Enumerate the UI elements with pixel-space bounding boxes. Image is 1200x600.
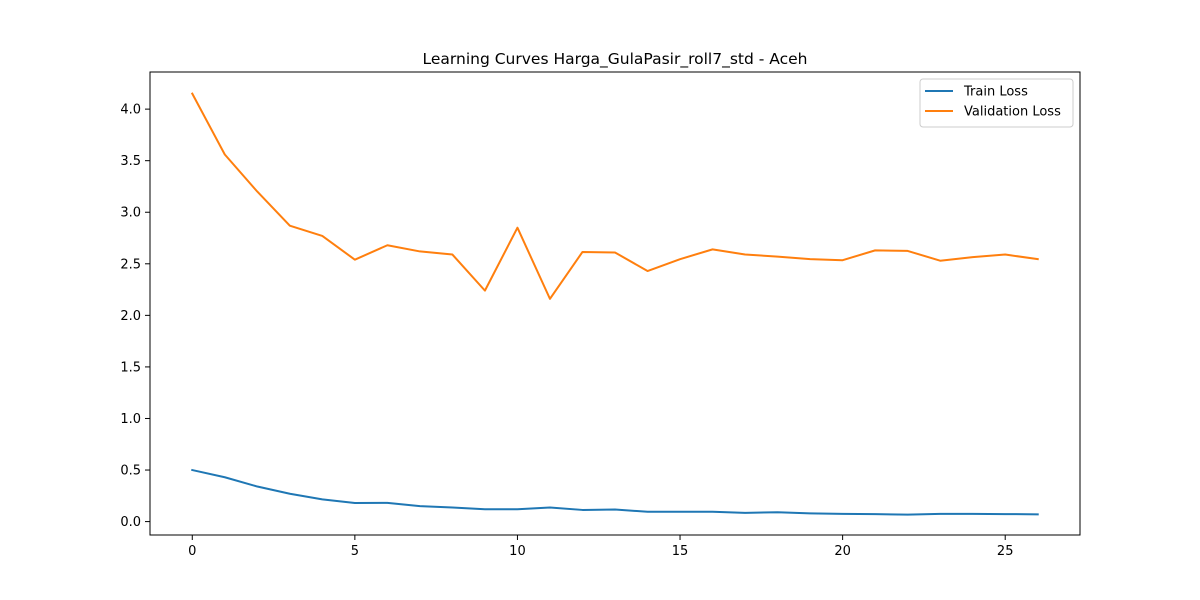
- y-tick-label: 0.0: [120, 515, 141, 530]
- y-tick-label: 3.5: [120, 154, 141, 169]
- y-tick-label: 1.5: [120, 360, 141, 375]
- y-tick-label: 2.5: [120, 257, 141, 272]
- series-line-validation-loss: [190, 92, 1039, 300]
- x-tick-label: 20: [834, 544, 851, 559]
- plot-area: 0 5 10 15 20 25 0.0 0.5 1.0 1.5 2.0 2.5 3.0 3.5 4.0: [120, 71, 1081, 559]
- y-tick-label: 4.0: [120, 103, 141, 118]
- legend: Train Loss Validation Loss: [919, 78, 1074, 128]
- axes-frame: [149, 71, 1081, 536]
- x-tick-label: 15: [672, 544, 689, 559]
- x-tick-label: 10: [509, 544, 526, 559]
- x-tick-label: 5: [351, 544, 359, 559]
- x-tick-label: 25: [997, 544, 1014, 559]
- chart-title: Learning Curves Harga_GulaPasir_roll7_st…: [423, 50, 808, 69]
- y-tick-label: 1.0: [120, 412, 141, 427]
- y-tick-label: 0.5: [120, 464, 141, 479]
- x-tick-label: 0: [188, 544, 196, 559]
- legend-label: Validation Loss: [964, 105, 1061, 120]
- series-line-train-loss: [191, 468, 1039, 516]
- legend-box: [919, 78, 1074, 128]
- y-tick-label: 2.0: [120, 309, 141, 324]
- legend-label: Train Loss: [963, 85, 1028, 100]
- y-tick-label: 3.0: [120, 206, 141, 221]
